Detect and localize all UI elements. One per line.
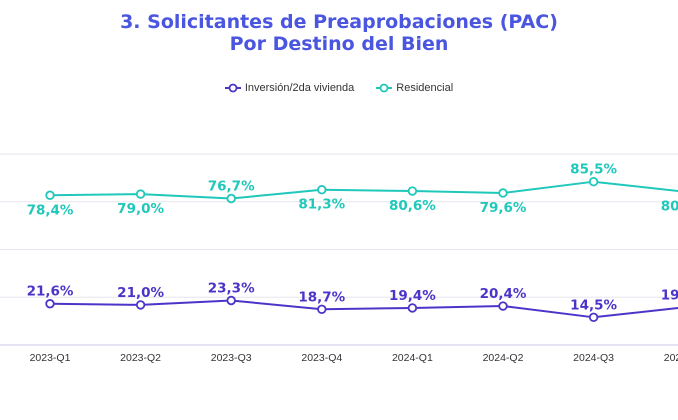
- data-point: [588, 176, 599, 187]
- data-point: [498, 301, 508, 311]
- data-point: [407, 303, 418, 313]
- legend-item-inversion[interactable]: Inversión/2da vivienda: [224, 82, 355, 94]
- chart-subtitle: Por Destino del Bien: [229, 33, 449, 55]
- x-tick-label: 2023-Q3: [211, 352, 252, 364]
- x-tick-label: 2023-Q4: [301, 352, 342, 364]
- data-point: [317, 185, 327, 195]
- data-label: 23,3%: [208, 280, 255, 296]
- x-tick-label: 2023-Q1: [30, 352, 71, 364]
- data-label: 80,3%: [661, 199, 678, 215]
- data-point: [226, 295, 236, 306]
- data-label: 19,7%: [661, 287, 678, 303]
- data-label: 21,0%: [117, 285, 164, 301]
- data-label: 21,6%: [27, 284, 74, 300]
- data-label: 19,4%: [389, 288, 436, 304]
- data-label: 79,0%: [117, 201, 164, 217]
- data-label: 76,7%: [208, 179, 255, 195]
- x-tick-label: 2024-Q3: [573, 352, 614, 364]
- legend-item-residencial[interactable]: Residencial: [376, 82, 453, 94]
- legend-marker-residencial: [376, 83, 393, 93]
- data-point: [498, 188, 508, 198]
- data-label: 85,5%: [570, 162, 617, 178]
- x-tick-label: 2023-Q2: [120, 352, 161, 364]
- x-tick-label: 2024-Q4: [664, 352, 678, 364]
- x-tick-label: 2024-Q2: [483, 352, 524, 364]
- data-point: [317, 304, 327, 314]
- legend-marker-inversion: [224, 83, 241, 93]
- chart-legend: Inversión/2da vivienda Residencial: [0, 82, 678, 94]
- data-label: 81,3%: [298, 197, 345, 213]
- legend-label-residencial: Residencial: [396, 82, 454, 94]
- chart-title: 3. Solicitantes de Preaprobaciones (PAC): [120, 11, 558, 33]
- data-point: [135, 189, 146, 199]
- data-point: [45, 299, 55, 309]
- legend-label-inversion: Inversión/2da vivienda: [244, 82, 355, 94]
- data-label: 79,6%: [480, 200, 527, 216]
- data-label: 18,7%: [298, 289, 345, 305]
- series-line: [49, 180, 678, 200]
- x-tick-label: 2024-Q1: [392, 352, 433, 364]
- data-point: [45, 190, 55, 200]
- series-line: [49, 299, 678, 319]
- data-point: [135, 300, 146, 310]
- data-point: [407, 186, 418, 196]
- data-label: 14,5%: [570, 297, 617, 313]
- data-point: [226, 193, 236, 204]
- data-point: [588, 312, 599, 323]
- data-label: 80,6%: [389, 198, 436, 214]
- data-label: 20,4%: [480, 286, 527, 302]
- data-label: 78,4%: [27, 202, 74, 218]
